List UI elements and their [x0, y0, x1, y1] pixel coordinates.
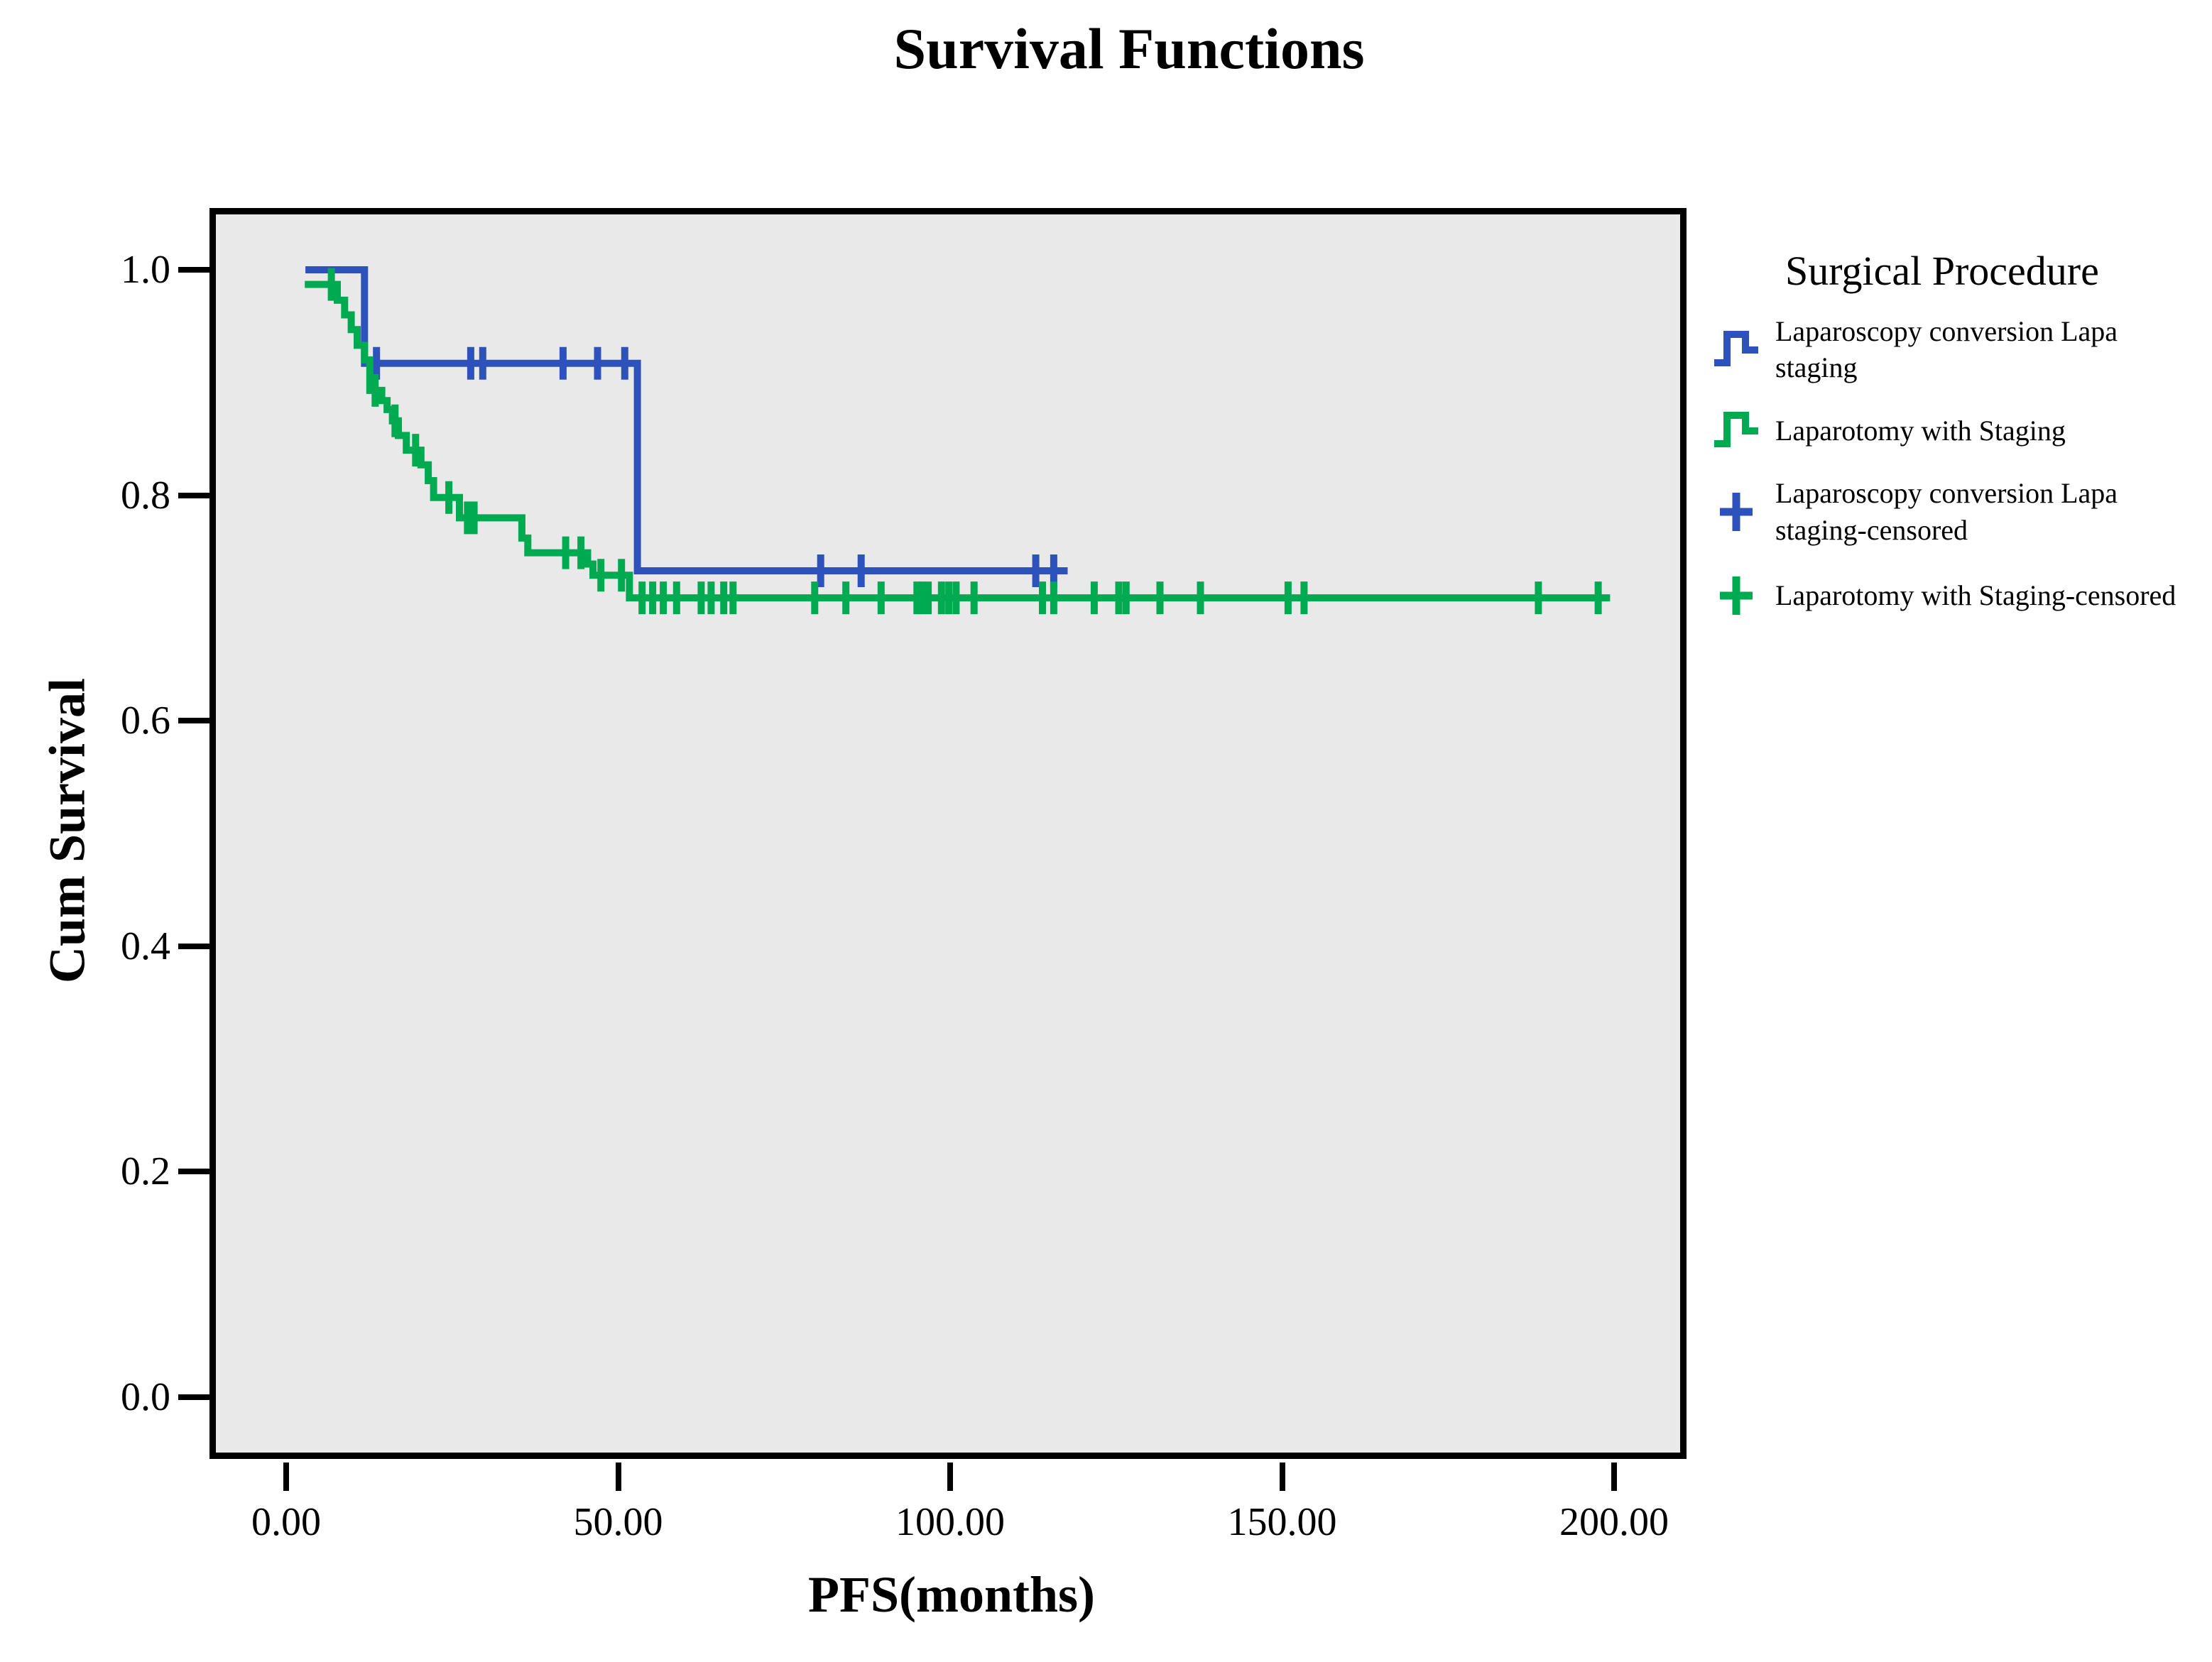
x-tick: [1279, 1463, 1285, 1491]
y-tick-label: 0.4: [121, 924, 170, 968]
plus-censored-icon: [1697, 488, 1775, 535]
legend-item: Laparoscopy conversion Lapa staging-cens…: [1697, 475, 2194, 547]
x-tick-label: 200.00: [1559, 1500, 1669, 1544]
x-tick: [1611, 1463, 1617, 1491]
km-curve-green: [305, 280, 1611, 602]
chart-title: Survival Functions: [893, 16, 1365, 81]
y-tick: [178, 267, 209, 273]
step-line-icon: [1697, 329, 1775, 370]
x-tick: [283, 1463, 289, 1491]
x-tick-label: 0.00: [251, 1500, 321, 1544]
y-tick-label: 0.2: [121, 1149, 170, 1194]
y-tick-label: 0.0: [121, 1375, 170, 1419]
y-tick-label: 0.6: [121, 699, 170, 743]
y-tick: [178, 1394, 209, 1400]
x-tick: [615, 1463, 621, 1491]
legend-item: Laparotomy with Staging: [1697, 410, 2194, 451]
y-tick: [178, 943, 209, 949]
legend-item: Laparoscopy conversion Lapa staging: [1697, 313, 2194, 386]
x-tick-label: 150.00: [1227, 1500, 1337, 1544]
legend-item-label: Laparoscopy conversion Lapa staging: [1775, 315, 2118, 384]
legend: Surgical Procedure Laparoscopy conversio…: [1697, 247, 2194, 643]
x-tick-label: 50.00: [573, 1500, 663, 1544]
legend-item-label: Laparoscopy conversion Lapa staging-cens…: [1775, 477, 2118, 546]
y-tick-label: 1.0: [121, 248, 170, 292]
legend-item-label: Laparotomy with Staging-censored: [1775, 579, 2176, 612]
x-tick: [947, 1463, 953, 1491]
km-curves-svg: [305, 266, 1611, 615]
y-tick-label: 0.8: [121, 473, 170, 518]
y-tick: [178, 492, 209, 498]
y-tick: [178, 718, 209, 724]
plot-area: [209, 208, 1687, 1459]
legend-title: Surgical Procedure: [1785, 248, 2099, 294]
x-tick-label: 100.00: [895, 1500, 1005, 1544]
y-tick: [178, 1169, 209, 1175]
step-line-icon: [1697, 410, 1775, 451]
legend-item-label: Laparotomy with Staging: [1775, 414, 2066, 447]
legend-item: Laparotomy with Staging-censored: [1697, 572, 2194, 619]
km-curve-blue: [305, 266, 1068, 574]
x-axis-label: PFS(months): [807, 1566, 1096, 1623]
plus-censored-icon: [1697, 572, 1775, 619]
